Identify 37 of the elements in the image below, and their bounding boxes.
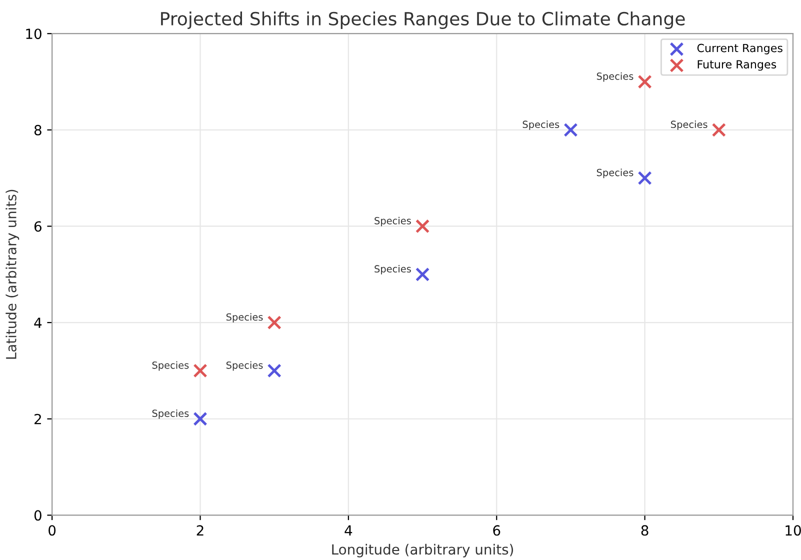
y-tick-label: 0 [34, 510, 42, 521]
x-tick-label: 8 [641, 525, 648, 536]
point [193, 364, 208, 378]
legend-label: Current Ranges [697, 44, 782, 54]
chart-title: Projected Shifts in Species Ranges Due to Climate Change [161, 12, 685, 30]
point [267, 364, 282, 378]
annotation: Species [671, 120, 708, 130]
annotation: Species [152, 409, 189, 419]
point [564, 122, 578, 137]
point [415, 219, 430, 234]
annotation: Species [596, 168, 634, 178]
annotation: Species [374, 264, 411, 274]
point [267, 316, 282, 330]
x-tick-label: 10 [786, 525, 801, 536]
point [193, 412, 208, 426]
annotation: Species [374, 216, 411, 226]
annotation: Species [152, 361, 189, 371]
y-tick-label: 6 [34, 221, 42, 232]
point [638, 74, 652, 89]
annotation: Species [226, 361, 263, 371]
y-tick-label: 10 [26, 28, 42, 40]
y-tick-label: 4 [34, 318, 42, 328]
x-tick-label: 6 [493, 525, 500, 536]
legend-label: Future Ranges [698, 60, 776, 71]
point [415, 267, 430, 282]
annotation: Species [522, 120, 560, 130]
point [712, 122, 726, 137]
x-tick-label: 4 [344, 525, 352, 536]
y-axis-title: Latitude (arbitrary units) [6, 190, 20, 359]
annotation: Species [226, 313, 263, 323]
point [638, 171, 652, 186]
annotation: Species [596, 72, 634, 82]
x-axis-title: Longitude (arbitrary units) [332, 544, 514, 558]
y-tick-label: 8 [34, 124, 42, 136]
x-tick-label: 2 [196, 525, 204, 536]
y-tick-label: 2 [34, 414, 41, 424]
x-tick-label: 0 [48, 525, 56, 536]
